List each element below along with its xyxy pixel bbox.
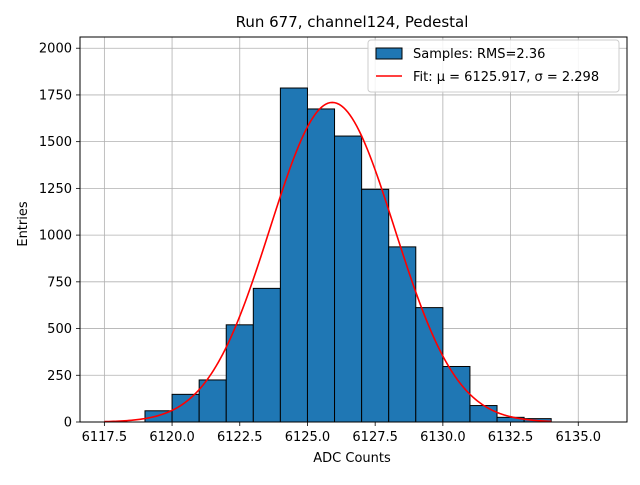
histogram-bar — [252, 287, 281, 423]
y-tick-label: 1750 — [39, 88, 72, 103]
y-tick-label: 250 — [47, 369, 72, 384]
y-tick-label: 500 — [47, 322, 72, 337]
legend-box — [367, 39, 620, 93]
y-tick-label: 2000 — [39, 42, 72, 57]
y-axis-label: Entries — [16, 201, 31, 247]
legend-histogram-swatch — [375, 47, 403, 60]
histogram-bar — [334, 135, 363, 423]
x-tick-label: 6120.0 — [149, 430, 195, 445]
histogram-bar — [442, 365, 471, 423]
legend: Samples: RMS=2.36 Fit: μ = 6125.917, σ =… — [367, 39, 620, 93]
x-axis-ticks: 6117.5 6120.0 6122.5 6125.0 6127.5 6130.0 6132… — [82, 422, 601, 445]
histogram-bar — [225, 324, 254, 423]
histogram-bars — [144, 87, 552, 423]
y-tick-label: 1250 — [39, 182, 72, 197]
legend-histogram-label: Samples: RMS=2.36 — [413, 47, 545, 62]
y-tick-label: 0 — [64, 416, 72, 431]
histogram-bar — [306, 108, 336, 423]
y-tick-label: 750 — [47, 275, 72, 290]
x-tick-label: 6117.5 — [82, 430, 128, 445]
x-tick-label: 6125.0 — [285, 430, 331, 445]
x-tick-label: 6135.0 — [556, 430, 602, 445]
y-axis-ticks: 0 250 500 750 1000 1250 1500 1750 2000 — [39, 42, 80, 431]
axes-frame — [79, 36, 628, 423]
histogram-bar — [279, 87, 308, 423]
y-tick-label: 1000 — [39, 229, 72, 244]
x-tick-label: 6130.0 — [420, 430, 466, 445]
histogram-bar — [361, 188, 390, 423]
histogram-bar — [198, 379, 227, 423]
x-tick-label: 6132.5 — [488, 430, 534, 445]
y-tick-label: 1500 — [39, 135, 72, 150]
histogram-bar — [171, 393, 200, 423]
x-tick-label: 6127.5 — [352, 430, 398, 445]
histogram-bar — [388, 246, 417, 423]
chart-title: Run 677, channel124, Pedestal — [236, 13, 469, 31]
fit-curve — [104, 101, 552, 423]
histogram-bar — [415, 307, 444, 423]
legend-fit-label: Fit: μ = 6125.917, σ = 2.298 — [413, 70, 599, 85]
x-axis-label: ADC Counts — [313, 451, 391, 466]
histogram-bar — [469, 405, 498, 423]
x-tick-label: 6122.5 — [217, 430, 263, 445]
